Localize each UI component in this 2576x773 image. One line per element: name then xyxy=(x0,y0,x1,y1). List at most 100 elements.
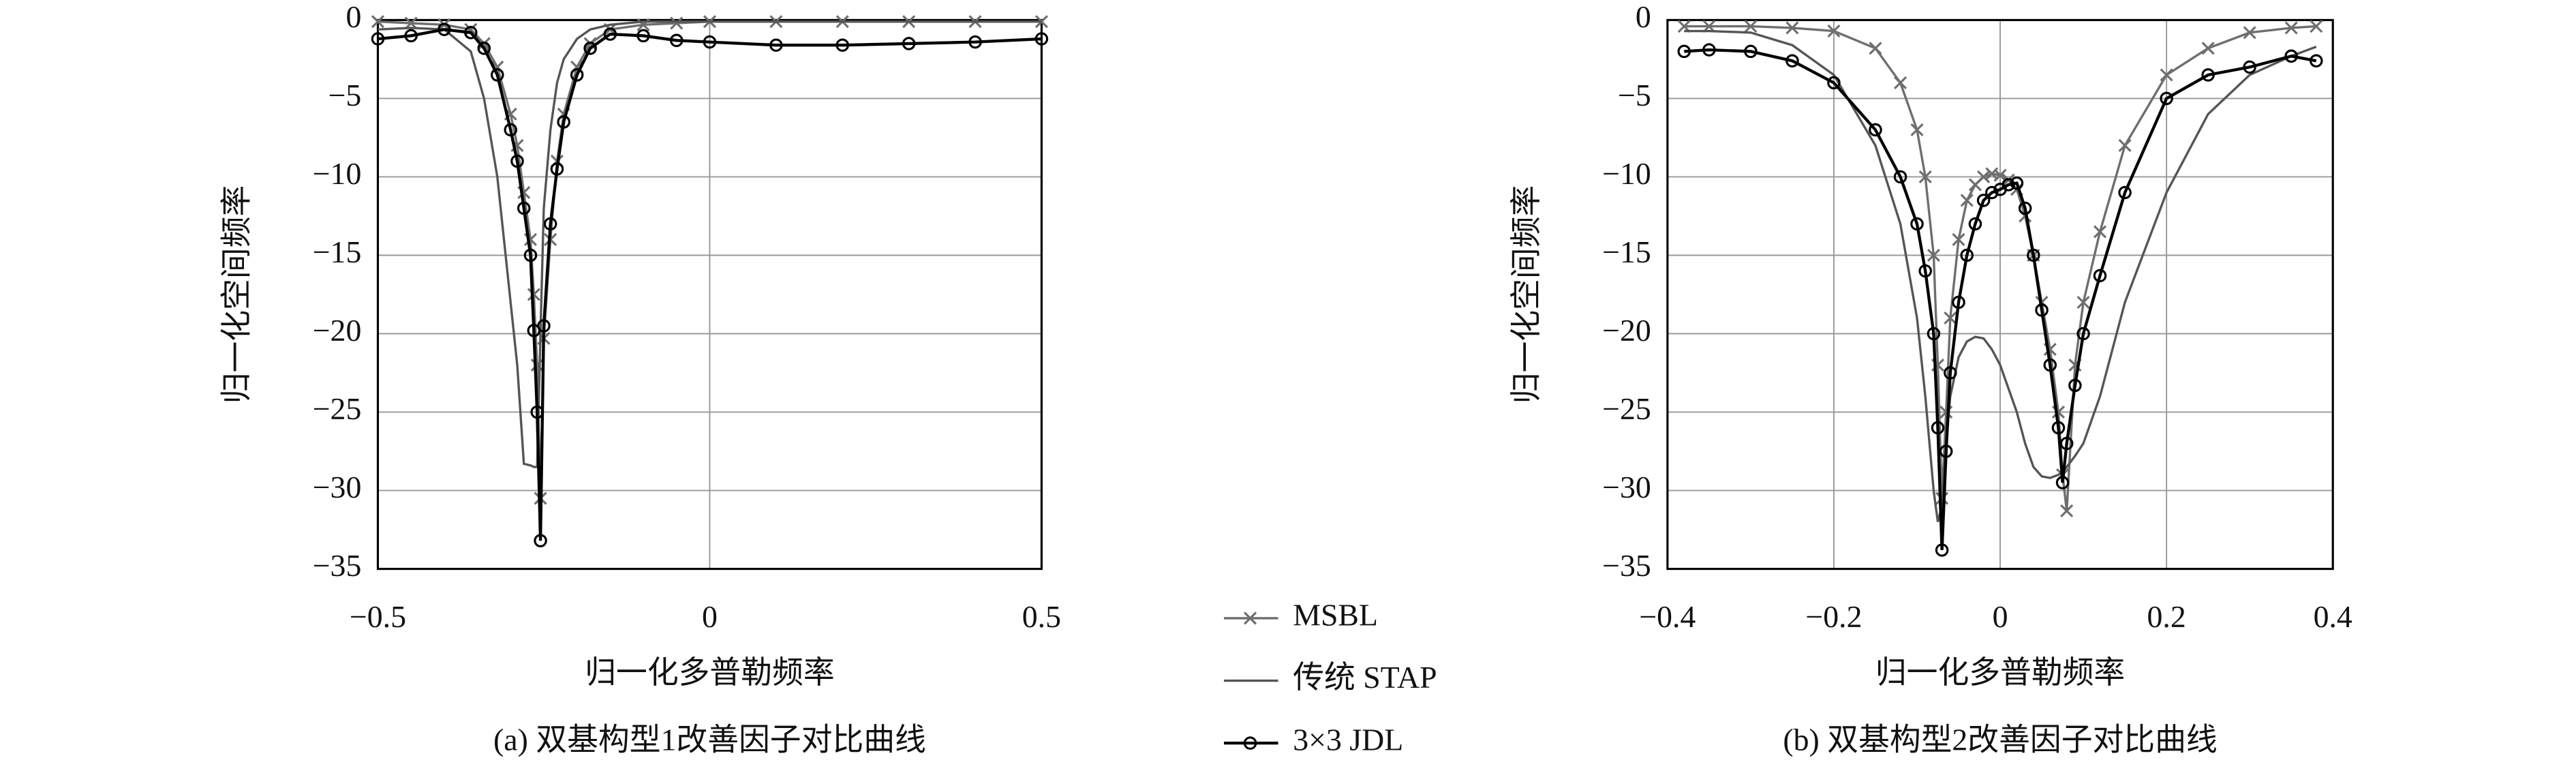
circle-marker xyxy=(1918,264,1932,278)
x-marker xyxy=(2310,20,2323,33)
circle-marker xyxy=(1910,217,1924,231)
circle-marker xyxy=(637,29,650,43)
circle-marker xyxy=(2068,378,2082,393)
circle-marker xyxy=(1976,194,1991,207)
circle-marker xyxy=(603,27,617,41)
circle-marker xyxy=(835,38,849,52)
circle-marker xyxy=(2284,49,2298,63)
y-tick-label: −15 xyxy=(313,234,362,269)
x-marker xyxy=(1977,170,1991,184)
circle-marker xyxy=(2035,303,2049,317)
circle-marker xyxy=(371,32,385,46)
series-line xyxy=(1684,25,2316,511)
circle-marker xyxy=(2018,201,2032,215)
legend-label: 3×3 JDL xyxy=(1293,723,1403,757)
x-axis-label: 归一化多普勒频率 xyxy=(1875,655,2125,690)
x-marker xyxy=(1993,168,2007,182)
y-tick-label: −15 xyxy=(1602,234,1651,269)
circle-marker xyxy=(769,38,783,52)
y-tick-label: 0 xyxy=(1636,0,1651,34)
circle-marker xyxy=(557,115,570,129)
x-marker xyxy=(2093,225,2107,239)
circle-marker xyxy=(1827,76,1841,90)
x-marker xyxy=(1910,123,1924,136)
circle-marker xyxy=(2093,269,2107,283)
x-marker xyxy=(1744,20,1758,33)
circle-marker xyxy=(2076,327,2090,341)
y-axis-label: 归一化空间频率 xyxy=(1509,185,1544,404)
x-marker xyxy=(1927,248,1940,262)
x-axis-label: 归一化多普勒频率 xyxy=(585,655,834,690)
x-marker xyxy=(371,15,385,29)
circle-marker xyxy=(1935,543,1949,557)
y-tick-label: −5 xyxy=(1618,78,1651,112)
x-tick-label: −0.2 xyxy=(1805,599,1862,634)
circle-marker xyxy=(1677,44,1691,59)
circle-marker xyxy=(1785,54,1799,67)
circle-marker xyxy=(491,68,504,82)
circle-marker xyxy=(2027,248,2040,262)
y-tick-label: 0 xyxy=(346,0,361,34)
legend: MSBL 传统 STAP 3×3 JDL xyxy=(1223,597,1437,757)
circle-marker xyxy=(537,319,551,333)
x-tick-label: −0.5 xyxy=(350,599,406,634)
x-tick-label: 0.2 xyxy=(2147,599,2186,634)
circle-marker xyxy=(404,29,418,43)
circle-marker xyxy=(438,22,451,36)
circle-marker xyxy=(1893,170,1907,184)
circle-marker xyxy=(703,35,717,49)
series-line xyxy=(378,28,1042,541)
circle-marker xyxy=(583,42,597,55)
series-line xyxy=(378,20,1042,468)
circle-marker xyxy=(1968,217,1982,231)
x-tick-label: 0 xyxy=(1993,599,2008,634)
circle-marker xyxy=(570,68,584,82)
circle-marker xyxy=(510,154,524,168)
x-marker xyxy=(670,16,684,30)
x-marker xyxy=(1827,24,1841,38)
x-marker xyxy=(527,288,540,301)
x-marker xyxy=(2076,295,2090,309)
circle-marker xyxy=(2010,176,2024,190)
legend-marker xyxy=(1243,736,1257,750)
circle-marker xyxy=(1744,44,1758,59)
circle-marker xyxy=(1952,295,1965,309)
x-tick-label: 0.4 xyxy=(2314,599,2352,634)
series-line xyxy=(1684,48,2317,551)
y-tick-label: −20 xyxy=(313,313,362,348)
circle-marker xyxy=(523,248,538,262)
x-tick-label: 0.5 xyxy=(1022,599,1061,634)
plot-frame xyxy=(1666,18,2334,571)
circle-marker xyxy=(2118,185,2132,200)
plot-frame xyxy=(376,18,1043,571)
y-tick-label: −20 xyxy=(1602,313,1651,348)
y-tick-label: −35 xyxy=(1602,548,1651,583)
x-marker xyxy=(2060,504,2074,518)
x-marker xyxy=(1894,76,1907,89)
y-tick-label: −25 xyxy=(1602,391,1651,426)
circle-marker xyxy=(2059,436,2074,451)
circle-marker xyxy=(2055,476,2070,489)
circle-marker xyxy=(543,217,557,231)
circle-marker xyxy=(669,33,684,48)
x-marker xyxy=(1918,170,1932,184)
x-marker xyxy=(2201,42,2215,55)
circle-marker xyxy=(2002,178,2016,192)
y-tick-label: −5 xyxy=(328,78,362,112)
y-tick-label: −35 xyxy=(313,548,362,583)
x-marker xyxy=(2284,21,2298,35)
circle-marker xyxy=(2201,68,2215,82)
y-tick-label: −10 xyxy=(313,156,362,191)
legend-label: MSBL xyxy=(1293,597,1378,632)
chart: 0 −5 −10 −15 −20 −25 −30 −35 −0.5 0 0.5 归一化多普勒频率 (a)… xyxy=(219,0,1061,757)
circle-marker xyxy=(1869,123,1882,137)
legend-label: 传统 STAP xyxy=(1293,660,1437,695)
x-marker xyxy=(1869,42,1882,55)
legend-marker xyxy=(1244,611,1257,625)
circle-marker xyxy=(968,35,982,49)
circle-marker xyxy=(1960,248,1974,262)
x-marker xyxy=(2118,138,2132,152)
circle-marker xyxy=(1702,43,1716,57)
x-marker xyxy=(530,358,544,372)
